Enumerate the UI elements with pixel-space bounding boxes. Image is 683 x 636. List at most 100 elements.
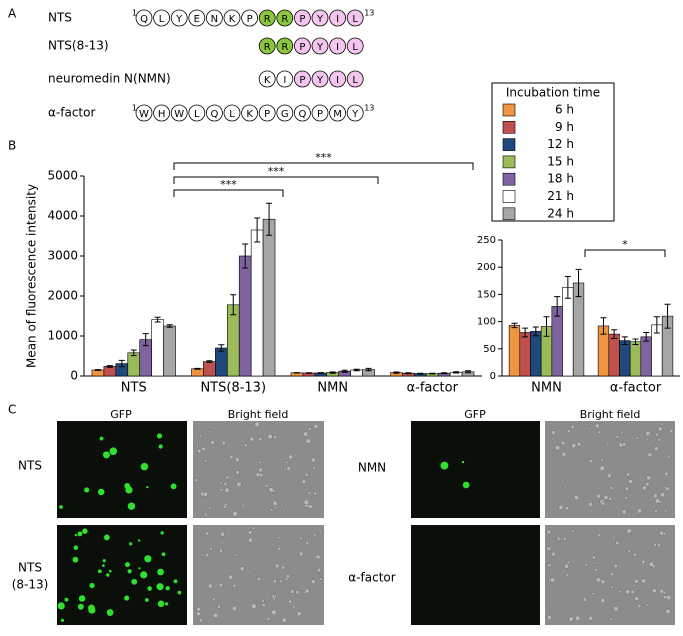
cell [203, 492, 208, 497]
cell [273, 435, 277, 439]
cell [665, 487, 669, 491]
cell [286, 574, 290, 578]
cell [610, 572, 613, 575]
cell [669, 429, 672, 432]
cell [234, 554, 237, 557]
bar [215, 348, 227, 376]
cell [98, 569, 102, 573]
cell [654, 509, 657, 512]
cell [551, 552, 555, 556]
cell [251, 604, 256, 609]
y-tick-label: 4000 [47, 209, 78, 223]
cell [59, 505, 63, 509]
cell [666, 609, 671, 614]
cell [226, 476, 229, 479]
cell [303, 432, 308, 437]
cell [224, 482, 228, 486]
residue-letter: Q [140, 14, 148, 25]
residue-letter: I [336, 75, 339, 86]
cell [138, 567, 140, 569]
y-tick-label: 150 [477, 289, 496, 300]
cell [551, 430, 555, 434]
cell [248, 531, 252, 535]
cell [250, 437, 254, 441]
cell [655, 433, 658, 436]
cell [562, 452, 566, 456]
row-label: NTS [18, 459, 42, 473]
cell [299, 552, 303, 556]
cell [628, 549, 631, 552]
legend-swatch [503, 173, 515, 185]
bar [630, 342, 641, 376]
cell [103, 451, 110, 458]
column-header: Bright field [580, 408, 641, 421]
residue-letter: K [229, 14, 236, 25]
cell [635, 596, 639, 600]
cell [84, 487, 89, 492]
cell [131, 579, 137, 585]
bar [164, 326, 176, 376]
cell [625, 487, 629, 491]
cell [225, 488, 230, 493]
cell [222, 441, 226, 445]
bar [191, 369, 203, 376]
cell [575, 616, 580, 621]
gfp-image [57, 525, 187, 625]
panel-letter: B [8, 139, 16, 153]
residue-letter: I [336, 14, 339, 25]
cell [645, 431, 650, 436]
cell [178, 591, 182, 595]
cell [284, 468, 286, 470]
cell [296, 590, 300, 594]
cell [277, 536, 280, 539]
cell [205, 553, 208, 556]
cell [272, 594, 275, 597]
residue-letter: G [281, 109, 289, 120]
peptide-name: NTS [48, 11, 72, 25]
cell [572, 530, 575, 533]
cell [157, 569, 164, 576]
cell [652, 589, 656, 593]
bar [104, 366, 116, 376]
cell [658, 427, 662, 431]
cell [616, 541, 619, 544]
cell [257, 577, 261, 581]
residue-letter: I [283, 75, 286, 86]
cell [302, 480, 306, 484]
cell [281, 504, 283, 506]
cell [171, 483, 177, 489]
cell [212, 598, 215, 601]
cell [571, 425, 575, 429]
cell [128, 502, 135, 509]
cell [82, 528, 87, 533]
bar [128, 353, 140, 376]
significance-bracket [585, 250, 665, 257]
cell [201, 554, 203, 556]
cell [230, 455, 234, 459]
cell [285, 461, 288, 464]
cell [610, 486, 613, 489]
column-header: GFP [464, 408, 486, 421]
cell [273, 580, 277, 584]
bar [203, 362, 215, 376]
cell [199, 619, 203, 623]
cell [608, 497, 612, 501]
x-tick-label: α-factor [407, 381, 459, 396]
cell [208, 431, 210, 433]
cell [663, 592, 666, 595]
cell [237, 482, 242, 487]
legend-label: 18 h [547, 172, 574, 186]
legend-swatch [503, 208, 515, 220]
legend-swatch [503, 121, 515, 133]
cell [601, 501, 605, 505]
cell [601, 598, 605, 602]
cell [634, 579, 638, 583]
cell [236, 470, 240, 474]
cell [79, 595, 86, 602]
cell [265, 484, 268, 487]
cell [657, 543, 661, 547]
legend-swatch [503, 104, 515, 116]
bar [509, 325, 520, 376]
bar [227, 305, 239, 376]
legend-swatch [503, 156, 515, 168]
